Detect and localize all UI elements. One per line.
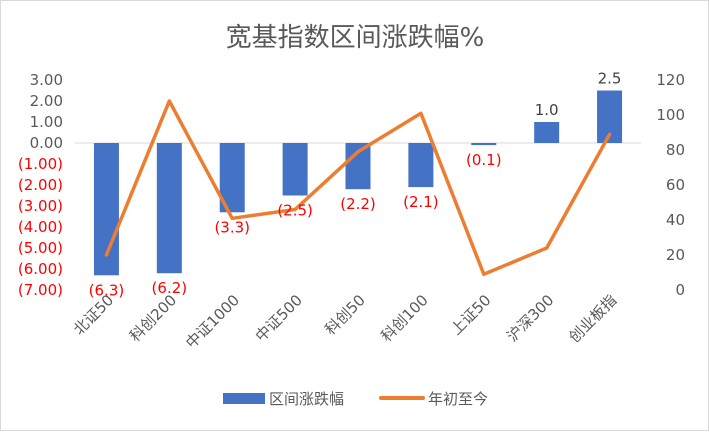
category-label: 沪深300 (503, 291, 557, 345)
line-point (609, 133, 611, 135)
right-tick-label: 100 (656, 106, 685, 124)
left-tick-label: (7.00) (18, 281, 63, 299)
right-tick-label: 60 (666, 176, 685, 194)
legend-swatch-bar (223, 393, 265, 404)
line-point (168, 100, 170, 102)
left-tick-label: (3.00) (18, 197, 63, 215)
line-point (294, 209, 296, 210)
category-label: 中证500 (252, 291, 306, 345)
left-tick-label: 2.00 (30, 92, 63, 110)
left-tick-label: 0.00 (30, 134, 63, 152)
category-label: 中证1000 (182, 291, 243, 352)
data-labels: (6.3) (6.2) (3.3) (2.5) (2.2) (2.1) (0.1) 1.0 2.… (89, 70, 622, 300)
category-axis: 北证50 科创200 中证1000 中证500 科创50 科创100 上证50 沪深300 创业… (70, 291, 621, 352)
line-point (357, 151, 359, 153)
left-tick-label: 3.00 (30, 71, 63, 89)
left-tick-label: (2.00) (18, 176, 63, 194)
data-label: (0.1) (466, 151, 502, 169)
legend-label-line: 年初至今 (428, 390, 488, 408)
left-tick-label: (5.00) (18, 239, 63, 257)
bar (471, 143, 497, 146)
left-tick-label: (6.00) (18, 260, 63, 278)
line-point (420, 112, 422, 114)
category-label: 创业板指 (565, 291, 620, 346)
chart-title: 宽基指数区间涨跌幅% (226, 23, 485, 53)
bar (534, 122, 560, 143)
data-label: 1.0 (535, 101, 559, 119)
bar (156, 143, 182, 274)
left-tick-label: 1.00 (30, 113, 63, 131)
right-tick-label: 120 (656, 71, 685, 89)
data-label: (2.5) (277, 202, 313, 220)
right-tick-label: 40 (666, 211, 685, 229)
legend-label-bar: 区间涨跌幅 (269, 390, 344, 408)
left-tick-label: (1.00) (18, 155, 63, 173)
right-tick-label: 0 (675, 281, 685, 299)
data-label: (6.2) (152, 279, 188, 297)
left-tick-label: (4.00) (18, 218, 63, 236)
right-tick-label: 80 (666, 141, 685, 159)
bar (282, 143, 308, 196)
data-label: (2.1) (403, 193, 439, 211)
line-point (231, 217, 233, 219)
data-label: (6.3) (89, 281, 125, 299)
left-axis: 3.00 2.00 1.00 0.00 (1.00) (2.00) (3.00) (4.00)… (18, 71, 63, 299)
right-tick-label: 20 (666, 246, 685, 264)
data-label: (3.3) (214, 218, 250, 236)
line-point (483, 273, 485, 275)
line-series (104, 99, 612, 277)
category-label: 科创50 (321, 291, 368, 338)
data-label: 2.5 (598, 70, 622, 88)
category-label: 科创100 (378, 291, 432, 345)
data-label: (2.2) (340, 195, 376, 213)
line-point (546, 247, 548, 249)
category-label: 上证50 (447, 291, 494, 338)
right-axis: 120 100 80 60 40 20 0 (656, 71, 685, 299)
legend: 区间涨跌幅 年初至今 (223, 390, 488, 408)
line-point (105, 254, 107, 256)
bar (408, 143, 434, 188)
category-label: 科创200 (126, 291, 180, 345)
